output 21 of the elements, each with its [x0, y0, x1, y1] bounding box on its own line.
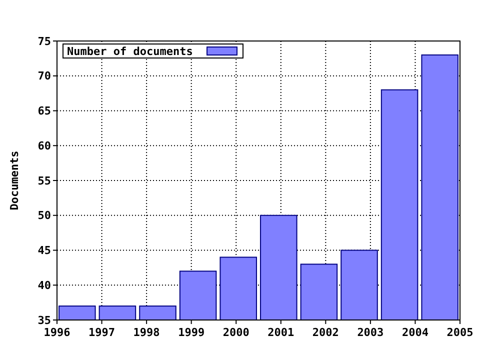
x-tick-label: 2000 [222, 326, 250, 339]
x-tick-label: 2004 [402, 326, 429, 339]
y-axis-title: Documents [8, 150, 21, 210]
x-tick-label: 1999 [178, 326, 205, 339]
x-tick-label: 1997 [88, 326, 116, 339]
x-tick-label: 1998 [133, 326, 160, 339]
y-tick-label: 65 [38, 104, 51, 118]
y-tick-label: 55 [38, 174, 51, 188]
x-tick-label: 1996 [44, 326, 71, 339]
x-tick-label: 2003 [357, 326, 384, 339]
y-tick-label: 60 [38, 139, 51, 152]
y-tick-label: 70 [38, 70, 51, 83]
y-tick-label: 40 [38, 278, 51, 292]
x-tick-label: 2002 [312, 326, 339, 339]
y-tick-label: 75 [38, 34, 51, 48]
x-tick-label: 2005 [446, 326, 474, 339]
legend-label: Number of documents [67, 44, 193, 58]
y-tick-label: 45 [38, 244, 51, 258]
y-tick-label: 50 [38, 209, 51, 222]
x-tick-label: 2001 [268, 326, 295, 339]
y-tick-label: 35 [38, 314, 51, 327]
